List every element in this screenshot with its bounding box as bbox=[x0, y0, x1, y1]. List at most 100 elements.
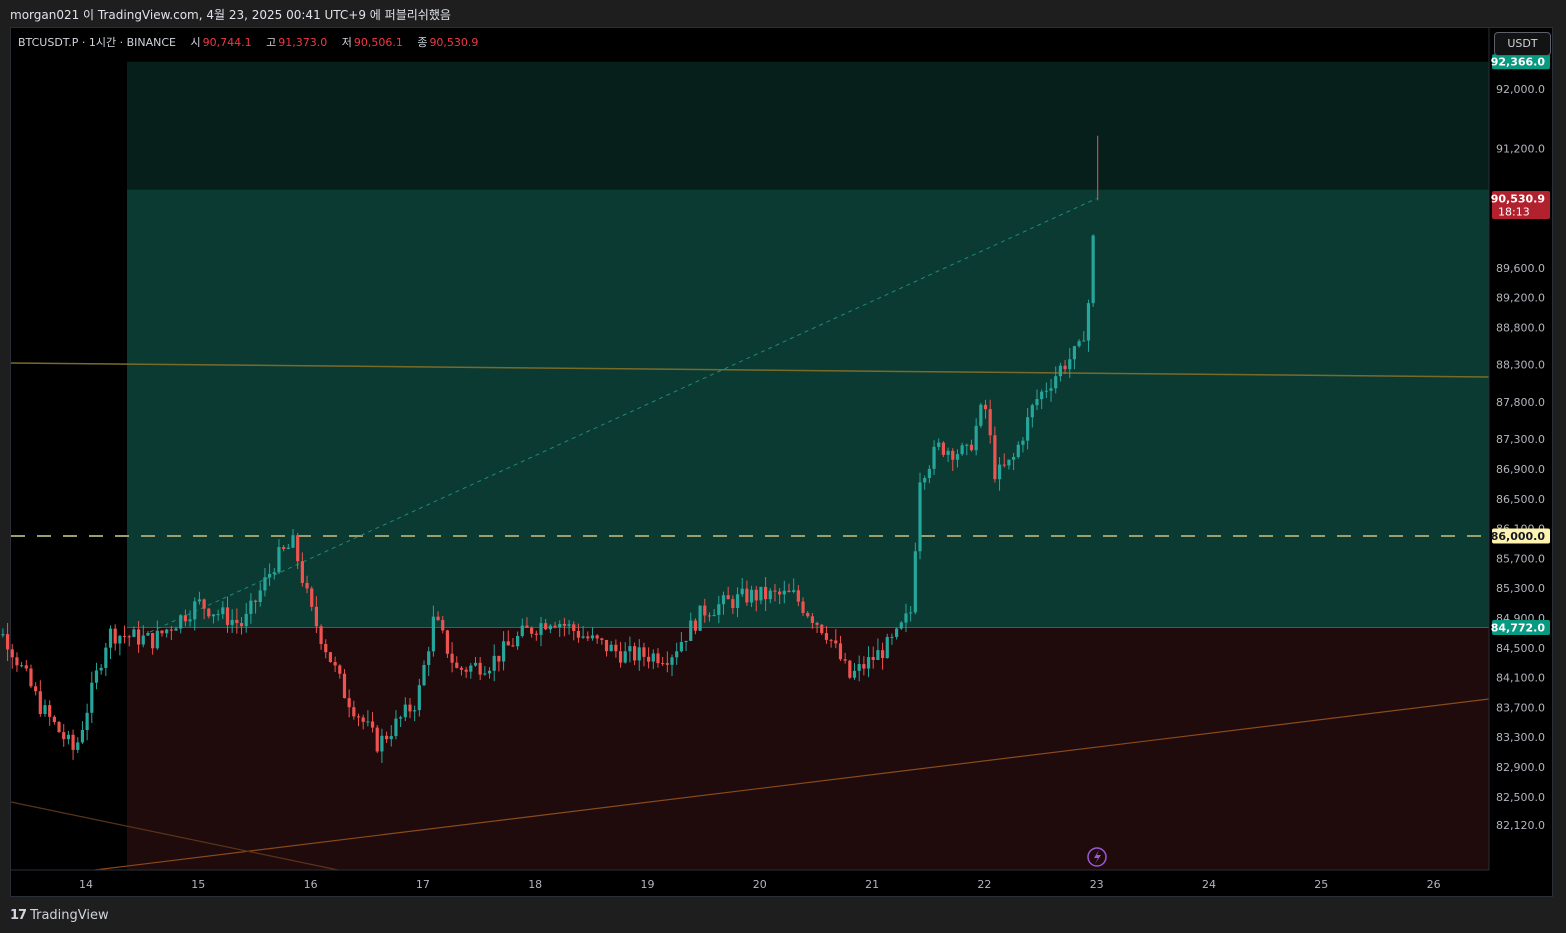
price-tick-label: 88,800.0 bbox=[1496, 321, 1545, 334]
price-tick-label: 89,200.0 bbox=[1496, 292, 1545, 305]
low-label: 저 bbox=[341, 36, 352, 49]
candle-body bbox=[324, 644, 328, 653]
candle-body bbox=[174, 628, 178, 631]
candle-body bbox=[165, 629, 169, 634]
high-label: 고 bbox=[266, 36, 277, 49]
candle-body bbox=[946, 450, 950, 455]
candle-body bbox=[384, 735, 389, 740]
candle-body bbox=[202, 599, 206, 609]
candle-body bbox=[1021, 440, 1025, 445]
candle-body bbox=[796, 590, 800, 602]
currency-selector[interactable]: USDT bbox=[1494, 32, 1551, 56]
candle-body bbox=[151, 632, 155, 649]
candle-body bbox=[717, 604, 721, 615]
candle-body bbox=[1072, 346, 1077, 360]
chart-extras bbox=[1087, 847, 1107, 867]
candle-body bbox=[408, 704, 412, 712]
top-zone-badge: 92,366.0 bbox=[1491, 56, 1546, 69]
candle-body bbox=[197, 599, 202, 602]
lightning-icon-bolt bbox=[1094, 850, 1101, 864]
candle-body bbox=[857, 664, 861, 671]
candle-body bbox=[193, 601, 197, 620]
time-tick-label: 17 bbox=[416, 878, 430, 891]
candle-body bbox=[829, 639, 833, 641]
symbol-label[interactable]: BTCUSDT.P · 1시간 · BINANCE bbox=[18, 36, 176, 49]
candle-body bbox=[43, 705, 47, 715]
time-tick-label: 25 bbox=[1314, 878, 1328, 891]
candle-body bbox=[319, 626, 323, 645]
candle-body bbox=[1016, 444, 1020, 457]
candle-body bbox=[455, 662, 459, 668]
candle-body bbox=[413, 710, 417, 712]
candle-body bbox=[558, 624, 562, 628]
candle-body bbox=[249, 600, 253, 614]
candle-body bbox=[29, 668, 33, 687]
candle-body bbox=[815, 622, 819, 625]
candle-body bbox=[20, 665, 24, 667]
candle-body bbox=[899, 622, 903, 629]
candle-body bbox=[838, 643, 843, 660]
lightning-icon-ring bbox=[1087, 847, 1107, 867]
candle-body bbox=[834, 640, 838, 644]
candle-body bbox=[85, 712, 89, 730]
candle-body bbox=[76, 742, 80, 750]
candle-body bbox=[1068, 359, 1072, 370]
candle-body bbox=[927, 468, 931, 479]
candle-body bbox=[464, 669, 468, 672]
entry-badge: 84,772.0 bbox=[1491, 621, 1546, 634]
candle-body bbox=[955, 454, 960, 460]
candle-body bbox=[604, 639, 609, 652]
candle-body bbox=[534, 633, 538, 635]
projection-line bbox=[149, 197, 1097, 633]
candle-body bbox=[441, 620, 445, 631]
price-tick-label: 91,200.0 bbox=[1496, 143, 1545, 156]
candle-body bbox=[342, 673, 347, 699]
tradingview-logo[interactable]: 17 TradingView bbox=[10, 908, 109, 923]
candle-body bbox=[665, 663, 669, 665]
candle-body bbox=[768, 590, 772, 600]
candle-body bbox=[253, 600, 258, 602]
candle-body bbox=[183, 615, 187, 622]
bottom-bar bbox=[0, 897, 1566, 933]
candle-body bbox=[258, 590, 262, 602]
candle-body bbox=[909, 612, 913, 614]
price-tick-label: 84,500.0 bbox=[1496, 642, 1545, 655]
support-trendline bbox=[94, 698, 1490, 871]
time-tick-label: 23 bbox=[1090, 878, 1104, 891]
candle-body bbox=[997, 464, 1002, 480]
candle-body bbox=[469, 665, 473, 672]
candle-body bbox=[459, 667, 464, 670]
candle-body bbox=[492, 655, 496, 671]
time-tick-label: 24 bbox=[1202, 878, 1216, 891]
candle-body bbox=[1030, 405, 1034, 418]
level-badge-bg bbox=[1492, 528, 1550, 544]
candle-body bbox=[969, 444, 974, 451]
candle-body bbox=[1063, 365, 1067, 370]
drawing-lines[interactable] bbox=[10, 197, 1490, 871]
candle-body bbox=[1058, 365, 1062, 377]
candle-body bbox=[225, 607, 230, 625]
candle-body bbox=[24, 665, 28, 669]
candle-body bbox=[501, 641, 506, 662]
candle-body bbox=[520, 625, 524, 636]
candle-body bbox=[745, 588, 749, 603]
candle-body bbox=[1091, 235, 1095, 304]
candle-body bbox=[113, 628, 117, 644]
candle-body bbox=[146, 632, 150, 636]
candle-body bbox=[586, 636, 590, 639]
candle-body bbox=[338, 665, 342, 674]
candle-body bbox=[880, 650, 885, 659]
candle-body bbox=[792, 590, 796, 592]
entry-badge-bg bbox=[1492, 619, 1550, 635]
candle-body bbox=[801, 601, 805, 613]
candle-body bbox=[904, 613, 908, 623]
candle-body bbox=[918, 482, 922, 552]
candle-body bbox=[876, 650, 880, 660]
candle-body bbox=[740, 588, 744, 595]
candle-body bbox=[244, 613, 248, 627]
candle-body bbox=[108, 628, 113, 648]
candle-body bbox=[590, 635, 595, 639]
candle-body bbox=[5, 634, 10, 650]
low-value: 90,506.1 bbox=[353, 36, 403, 49]
